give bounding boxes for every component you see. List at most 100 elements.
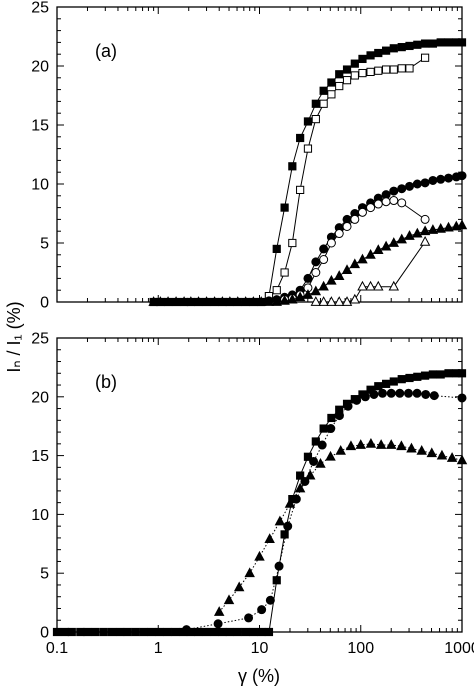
- data-point: [403, 388, 413, 398]
- data-point: [264, 627, 274, 637]
- data-point: [446, 452, 458, 462]
- data-point: [280, 203, 289, 212]
- data-point: [358, 68, 367, 78]
- data-point: [155, 627, 164, 637]
- data-point: [171, 627, 180, 637]
- data-point: [193, 296, 204, 306]
- data-point: [99, 627, 108, 637]
- data-point: [443, 221, 454, 232]
- data-point: [397, 375, 406, 384]
- data-point: [319, 86, 328, 95]
- data-point: [311, 99, 320, 108]
- data-point: [342, 76, 352, 85]
- data-point: [131, 627, 140, 637]
- data-point: [436, 449, 448, 460]
- data-point: [457, 171, 467, 181]
- x-tick-label: 100: [347, 640, 374, 657]
- data-point: [436, 370, 445, 379]
- series-line: [268, 57, 426, 297]
- data-point: [272, 576, 281, 585]
- data-point: [343, 401, 353, 411]
- data-point: [201, 296, 212, 306]
- data-point: [382, 379, 391, 388]
- y-tick-label: 25: [31, 331, 49, 348]
- data-point: [240, 296, 251, 306]
- data-point: [397, 184, 407, 194]
- x-tick-label: 1: [154, 640, 163, 657]
- data-point: [435, 222, 446, 233]
- data-point: [389, 377, 398, 386]
- data-point: [366, 203, 376, 213]
- data-point: [350, 214, 360, 224]
- data-point: [355, 439, 366, 449]
- data-point: [217, 296, 228, 306]
- data-point: [405, 373, 414, 383]
- data-point: [224, 296, 236, 306]
- data-point: [381, 197, 391, 207]
- series-1: [52, 369, 467, 637]
- data-point: [396, 440, 407, 451]
- y-tick-label: 20: [31, 59, 49, 76]
- data-point: [271, 296, 282, 306]
- data-point: [225, 627, 234, 637]
- data-point: [420, 53, 430, 62]
- data-point: [374, 382, 383, 391]
- x-tick-label: 0.1: [46, 640, 68, 657]
- data-point: [397, 198, 407, 208]
- data-point: [233, 627, 242, 637]
- data-point: [421, 389, 431, 399]
- data-point: [342, 221, 352, 231]
- data-point: [405, 41, 414, 51]
- series-6: [310, 235, 431, 306]
- plot-frame: [56, 6, 463, 303]
- data-point: [444, 173, 454, 183]
- data-point: [264, 533, 275, 543]
- data-point: [232, 296, 244, 306]
- data-point: [287, 293, 298, 304]
- data-point: [457, 393, 467, 403]
- data-point: [248, 296, 259, 306]
- data-point: [335, 81, 344, 91]
- series-3: [213, 437, 468, 616]
- data-point: [319, 255, 329, 265]
- data-point: [444, 369, 453, 378]
- data-point: [429, 391, 439, 401]
- data-point: [428, 175, 438, 185]
- y-tick-label: 15: [31, 448, 49, 465]
- data-point: [341, 296, 353, 306]
- data-point: [76, 627, 85, 637]
- data-point: [147, 627, 156, 637]
- data-point: [311, 257, 321, 267]
- series-line: [153, 41, 462, 303]
- data-point: [60, 627, 70, 637]
- data-point: [382, 46, 391, 55]
- data-point: [181, 625, 191, 635]
- y-tick-label: 10: [31, 177, 49, 194]
- series-line: [218, 443, 463, 613]
- data-point: [257, 627, 266, 637]
- data-point: [365, 280, 376, 291]
- data-point: [334, 229, 344, 239]
- data-point: [373, 244, 384, 254]
- data-point: [389, 186, 399, 196]
- data-point: [294, 291, 306, 302]
- data-point: [170, 296, 182, 306]
- data-point: [352, 395, 362, 405]
- data-point: [365, 437, 377, 448]
- data-point: [456, 454, 468, 465]
- data-point: [413, 372, 422, 381]
- data-point: [397, 64, 406, 73]
- data-point: [382, 65, 391, 74]
- y-tick-label: 10: [31, 507, 49, 524]
- data-point: [311, 115, 320, 124]
- data-point: [326, 424, 336, 434]
- series-7: [148, 296, 267, 306]
- y-tick-label: 5: [40, 566, 49, 583]
- data-point: [318, 296, 329, 306]
- data-point: [178, 296, 190, 306]
- data-point: [304, 469, 316, 480]
- y-tick-label: 20: [31, 389, 49, 406]
- data-point: [202, 627, 211, 637]
- data-point: [420, 178, 430, 188]
- data-point: [139, 627, 148, 637]
